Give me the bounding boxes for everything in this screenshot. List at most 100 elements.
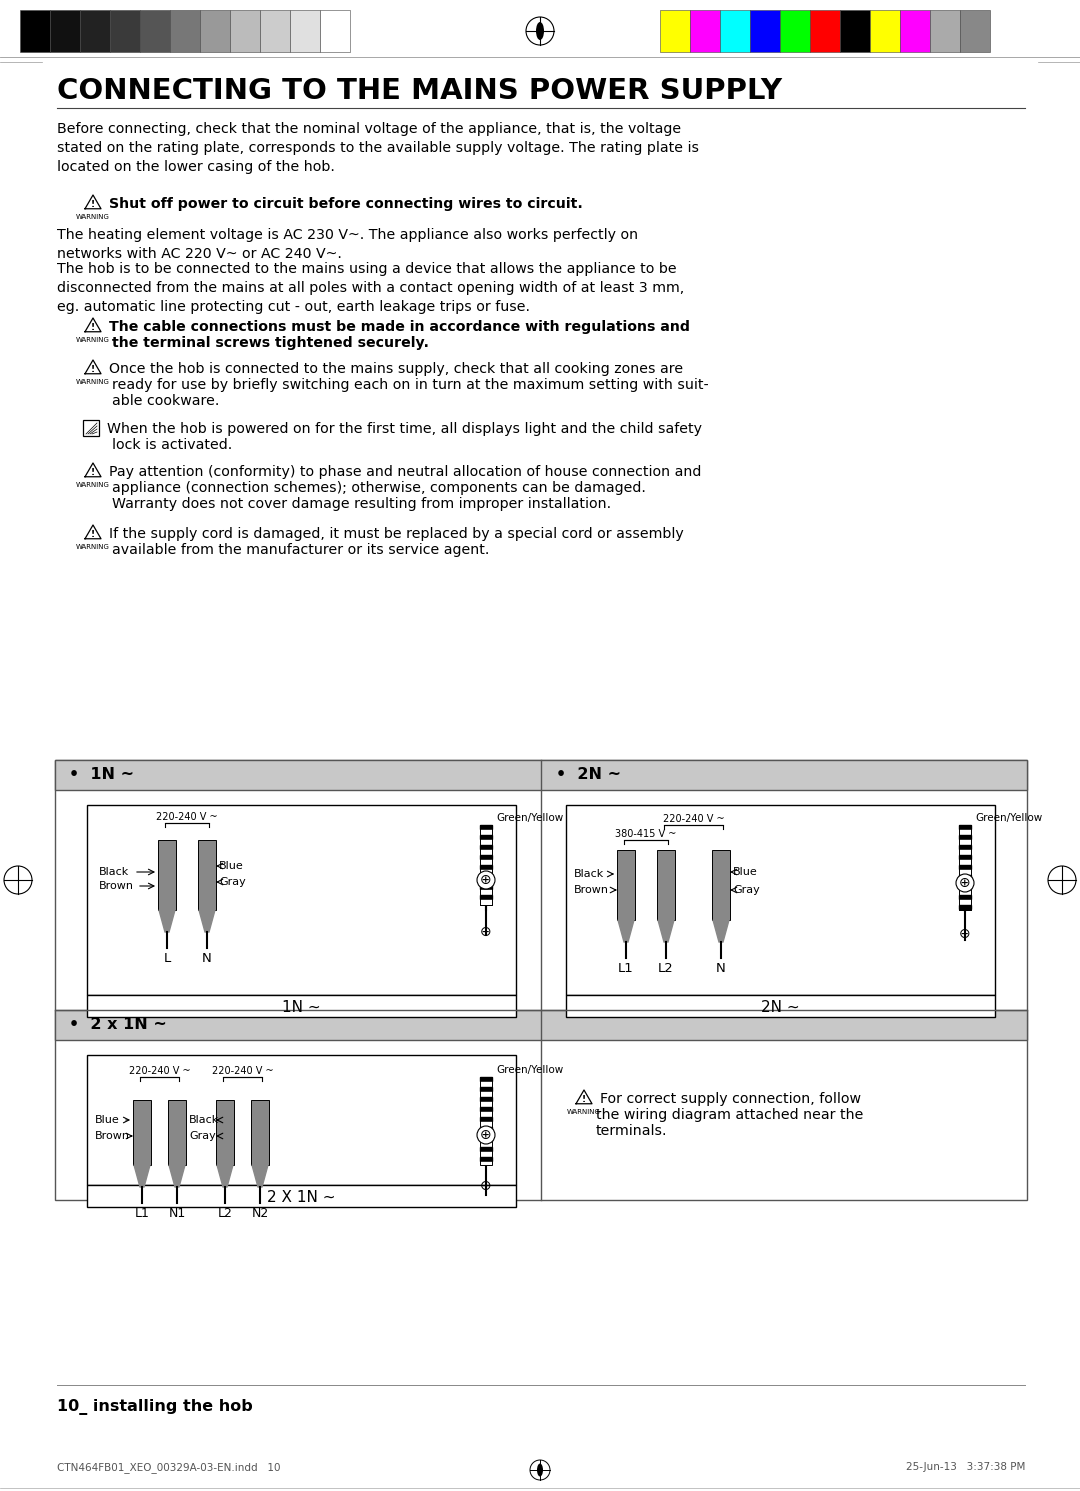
Polygon shape <box>959 895 971 899</box>
Polygon shape <box>480 1091 492 1096</box>
Bar <box>480 1077 492 1164</box>
Text: WARNING: WARNING <box>567 1109 600 1115</box>
Polygon shape <box>85 359 102 374</box>
Polygon shape <box>658 920 674 942</box>
Polygon shape <box>480 860 492 863</box>
Circle shape <box>1048 866 1076 895</box>
Bar <box>87 994 516 1017</box>
Polygon shape <box>959 886 971 889</box>
Circle shape <box>4 866 32 895</box>
Polygon shape <box>480 1157 492 1160</box>
Bar <box>657 850 675 920</box>
Text: For correct supply connection, follow: For correct supply connection, follow <box>600 1091 861 1106</box>
Polygon shape <box>959 830 971 833</box>
Text: 220-240 V ~: 220-240 V ~ <box>663 814 725 825</box>
Text: Gray: Gray <box>733 886 759 895</box>
Polygon shape <box>480 1123 492 1126</box>
Bar <box>230 10 260 52</box>
Polygon shape <box>480 890 492 893</box>
Bar <box>840 10 870 52</box>
Polygon shape <box>85 195 102 209</box>
Text: Gray: Gray <box>219 877 246 887</box>
Text: Brown: Brown <box>573 886 609 895</box>
Bar <box>712 850 730 920</box>
Text: Warranty does not cover damage resulting from improper installation.: Warranty does not cover damage resulting… <box>112 497 611 511</box>
Text: •  1N ~: • 1N ~ <box>69 766 134 781</box>
Bar <box>780 10 810 52</box>
Polygon shape <box>480 1127 492 1130</box>
Bar <box>251 1100 269 1164</box>
Text: 25-Jun-13   3:37:38 PM: 25-Jun-13 3:37:38 PM <box>906 1463 1025 1472</box>
Polygon shape <box>959 854 971 859</box>
Bar <box>480 825 492 905</box>
Bar <box>140 10 170 52</box>
Text: ⊕: ⊕ <box>481 924 491 939</box>
Circle shape <box>477 1126 495 1144</box>
Text: The heating element voltage is AC 230 V~. The appliance also works perfectly on
: The heating element voltage is AC 230 V~… <box>57 228 638 261</box>
Polygon shape <box>480 854 492 859</box>
Bar <box>720 10 750 52</box>
Circle shape <box>530 1460 550 1481</box>
Text: When the hob is powered on for the first time, all displays light and the child : When the hob is powered on for the first… <box>107 422 702 435</box>
Text: !: ! <box>91 324 95 332</box>
Bar <box>320 10 350 52</box>
Bar <box>900 10 930 52</box>
Polygon shape <box>480 835 492 838</box>
Polygon shape <box>480 1087 492 1090</box>
Bar <box>55 1009 1027 1041</box>
Text: ready for use by briefly switching each on in turn at the maximum setting with s: ready for use by briefly switching each … <box>112 379 708 392</box>
Polygon shape <box>480 839 492 844</box>
Text: able cookware.: able cookware. <box>112 394 219 409</box>
Text: 1N ~: 1N ~ <box>282 999 321 1014</box>
Bar <box>959 825 971 910</box>
Text: L1: L1 <box>618 962 634 975</box>
Text: Blue: Blue <box>95 1115 120 1126</box>
Text: Green/Yellow: Green/Yellow <box>975 813 1042 823</box>
Polygon shape <box>480 1147 492 1151</box>
Circle shape <box>477 871 495 889</box>
Text: 10_ installing the hob: 10_ installing the hob <box>57 1399 253 1415</box>
Text: Before connecting, check that the nominal voltage of the appliance, that is, the: Before connecting, check that the nomina… <box>57 122 699 174</box>
Text: L2: L2 <box>217 1208 232 1220</box>
Text: N2: N2 <box>252 1208 269 1220</box>
Text: N1: N1 <box>168 1208 186 1220</box>
Text: Brown: Brown <box>95 1132 130 1141</box>
Polygon shape <box>480 1153 492 1156</box>
Polygon shape <box>480 1102 492 1105</box>
Bar <box>960 10 990 52</box>
Polygon shape <box>959 865 971 868</box>
Bar <box>216 1100 234 1164</box>
Bar <box>870 10 900 52</box>
Circle shape <box>526 16 554 45</box>
Text: Black: Black <box>99 866 130 877</box>
Bar <box>480 1077 492 1164</box>
Text: ⊕: ⊕ <box>959 877 971 890</box>
Bar <box>810 10 840 52</box>
Bar <box>959 825 971 910</box>
Polygon shape <box>618 920 634 942</box>
Polygon shape <box>480 825 492 829</box>
Polygon shape <box>85 318 102 332</box>
Text: Green/Yellow: Green/Yellow <box>496 1065 564 1075</box>
Text: •  2 x 1N ~: • 2 x 1N ~ <box>69 1017 167 1032</box>
Bar <box>660 10 690 52</box>
Polygon shape <box>959 839 971 844</box>
Polygon shape <box>959 901 971 904</box>
Bar <box>110 10 140 52</box>
Bar <box>50 10 80 52</box>
Bar <box>566 805 995 994</box>
Text: 2 X 1N ~: 2 X 1N ~ <box>267 1190 336 1205</box>
Polygon shape <box>480 880 492 884</box>
Polygon shape <box>252 1164 268 1187</box>
Polygon shape <box>480 1161 492 1164</box>
Bar <box>87 805 516 994</box>
Polygon shape <box>480 871 492 874</box>
Bar <box>480 825 492 905</box>
Text: WARNING: WARNING <box>76 215 110 221</box>
Polygon shape <box>480 1082 492 1085</box>
Polygon shape <box>480 1117 492 1121</box>
Text: 2N ~: 2N ~ <box>761 999 800 1014</box>
Text: Shut off power to circuit before connecting wires to circuit.: Shut off power to circuit before connect… <box>109 197 583 212</box>
Bar <box>750 10 780 52</box>
Polygon shape <box>480 875 492 878</box>
